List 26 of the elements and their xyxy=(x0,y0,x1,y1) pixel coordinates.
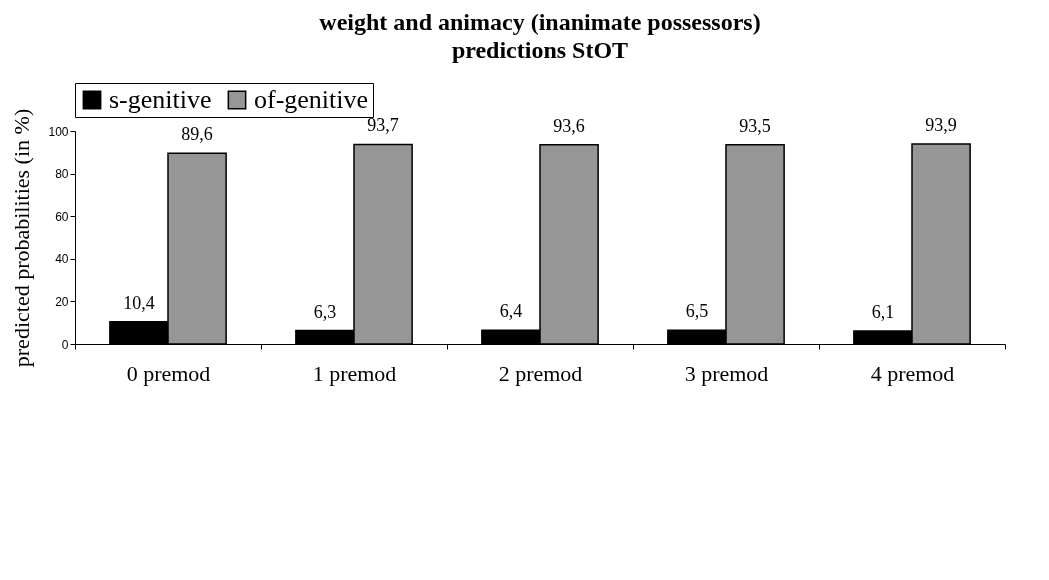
chart-title: weight and animacy (inanimate possessors) xyxy=(319,8,761,35)
data-label: 93,9 xyxy=(925,114,957,135)
chart-subtitle: predictions StOT xyxy=(451,36,629,63)
legend-label: s-genitive xyxy=(109,85,212,114)
data-label: 10,4 xyxy=(123,292,155,313)
y-tick-label: 0 xyxy=(61,337,69,352)
data-label: 6,3 xyxy=(313,301,337,322)
data-label: 6,5 xyxy=(685,301,709,322)
data-label: 93,7 xyxy=(367,115,399,136)
x-tick-label: 2 premod xyxy=(498,360,583,386)
x-tick-label: 1 premod xyxy=(312,360,397,386)
data-label: 89,6 xyxy=(181,124,213,145)
legend-label: of-genitive xyxy=(254,85,369,114)
data-label: 93,6 xyxy=(553,115,585,136)
data-label: 6,4 xyxy=(499,301,523,322)
y-tick-label: 20 xyxy=(55,294,69,309)
y-tick-label: 80 xyxy=(55,167,69,182)
data-label: 6,1 xyxy=(871,302,895,323)
y-tick-label: 100 xyxy=(48,124,69,139)
y-axis-title: predicted probabilities (in %) xyxy=(9,108,35,368)
y-tick-label: 40 xyxy=(55,252,69,267)
y-tick-label: 60 xyxy=(55,209,69,224)
x-tick-label: 0 premod xyxy=(126,360,211,386)
x-tick-label: 3 premod xyxy=(684,360,769,386)
data-label: 93,5 xyxy=(739,115,771,136)
x-tick-label: 4 premod xyxy=(870,360,955,386)
